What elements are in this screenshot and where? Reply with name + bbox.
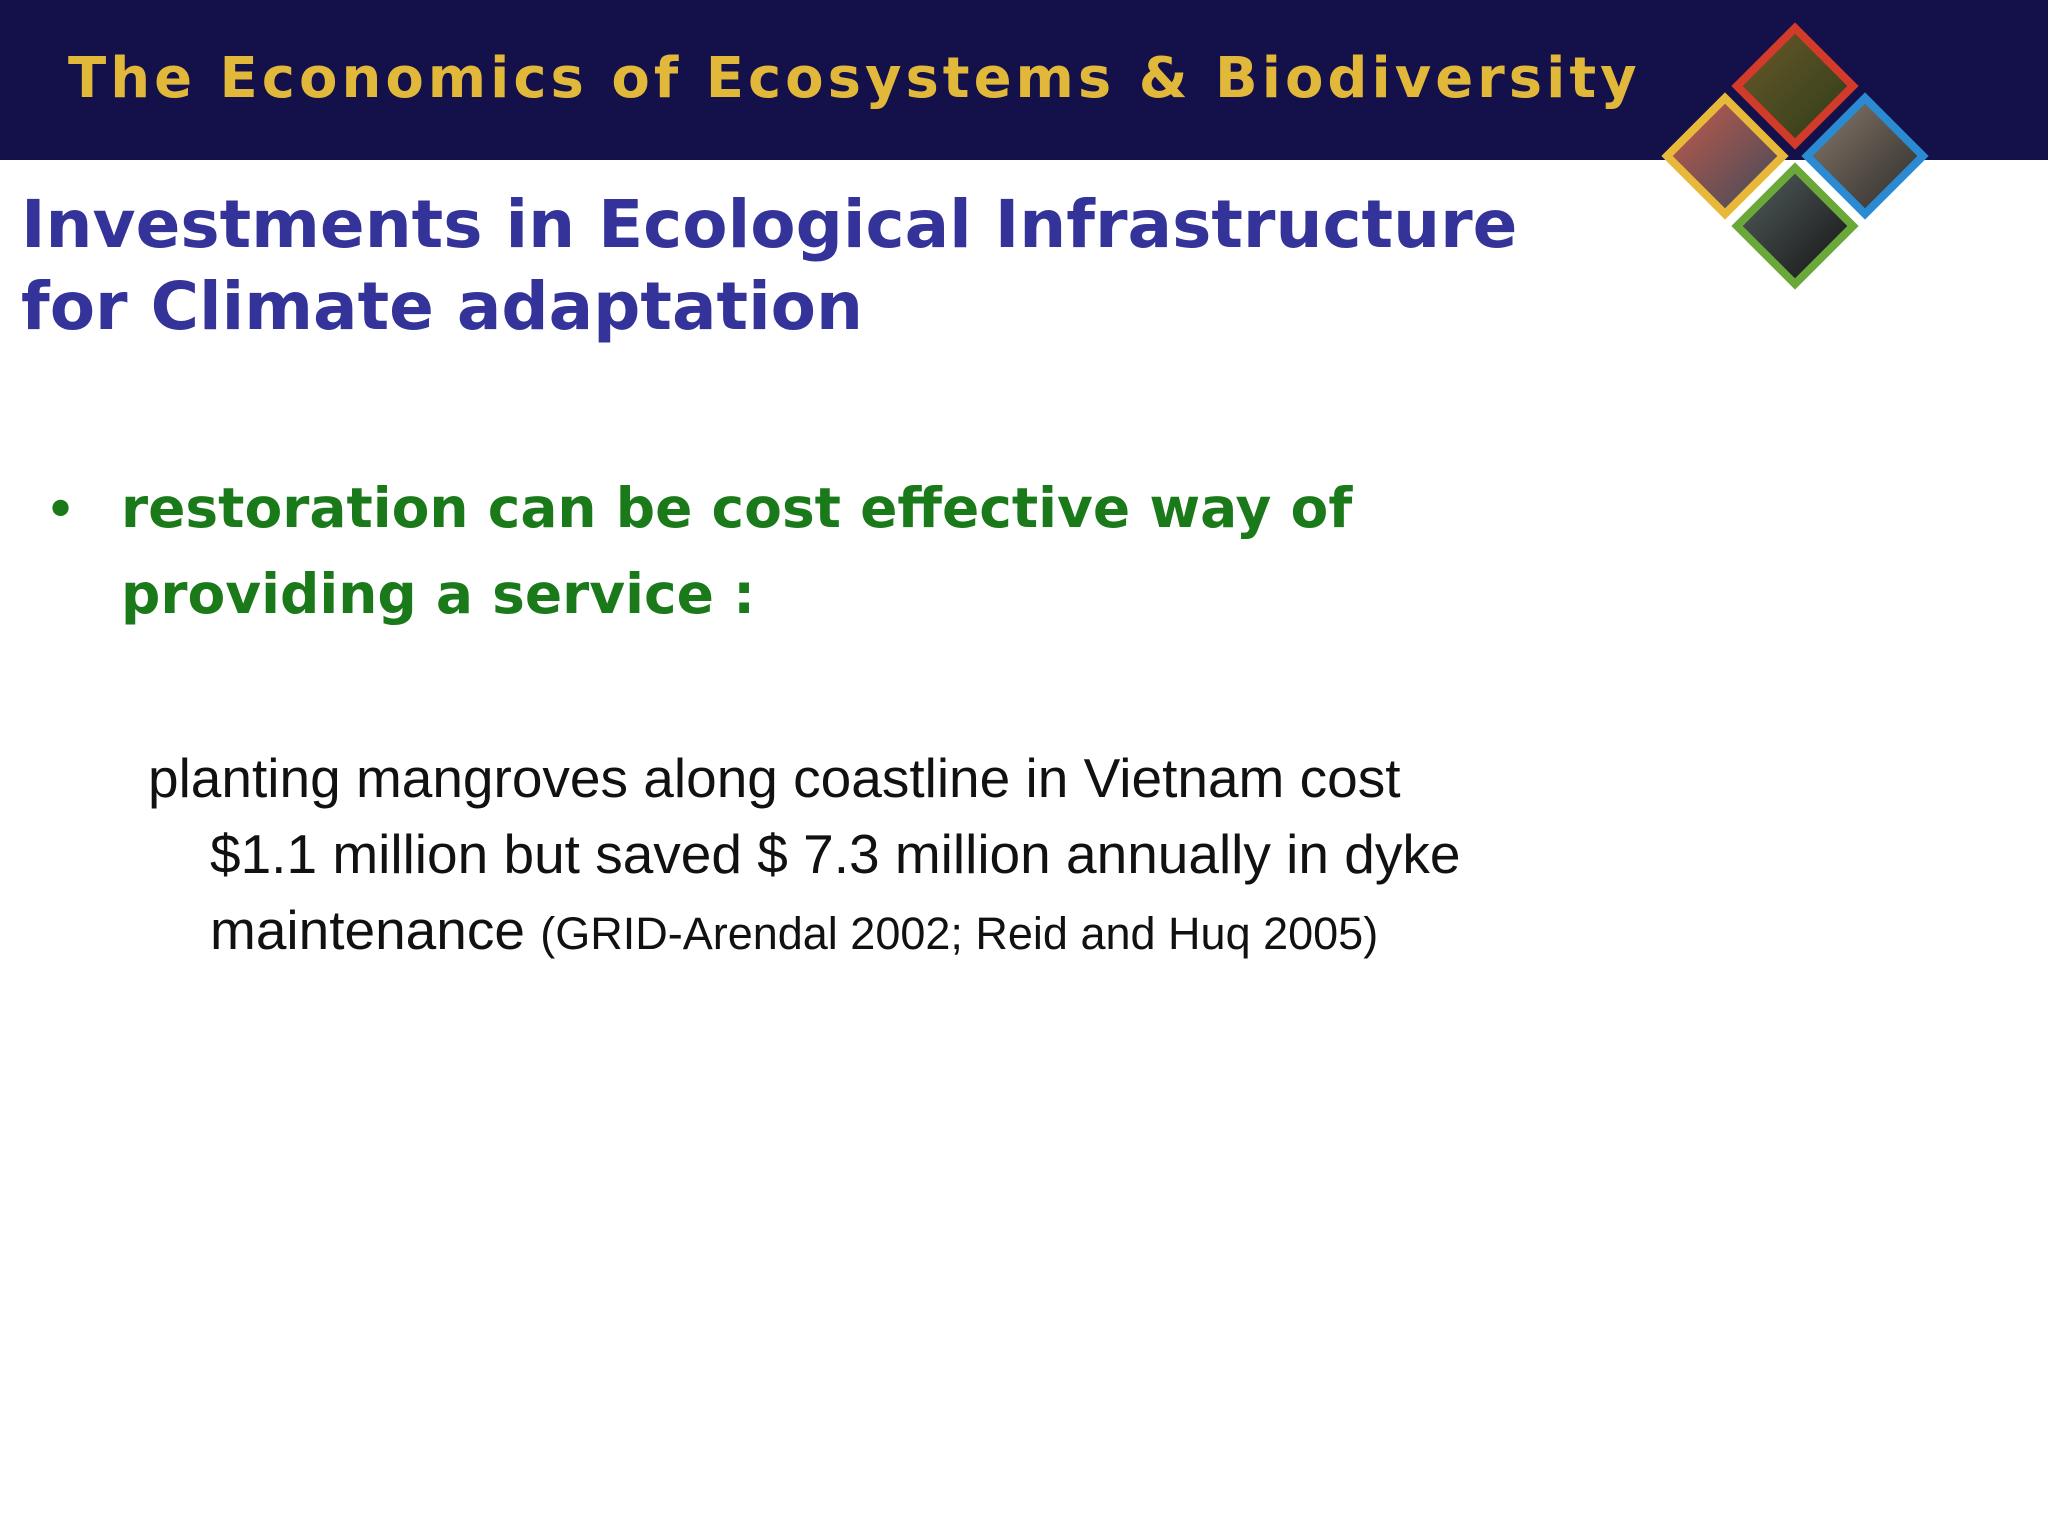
bullet-text: restoration can be cost effective way of — [121, 476, 1353, 540]
bullet-text: providing a service : — [121, 562, 756, 626]
slide-title: for Climate adaptation — [21, 268, 864, 345]
body-text: planting mangroves along coastline in Vi… — [148, 740, 1510, 972]
body-main: planting mangroves along coastline in Vi… — [148, 747, 1461, 961]
logo-diamond — [1731, 22, 1859, 150]
logo — [1661, 22, 1929, 290]
bullet-dot: • — [44, 478, 78, 543]
logo-diamond — [1731, 162, 1859, 290]
citation: (GRID-Arendal 2002; Reid and Huq 2005) — [540, 908, 1379, 959]
logo-diamond — [1801, 92, 1929, 220]
logo-diamond — [1661, 92, 1789, 220]
slide-title: Investments in Ecological Infrastructure — [21, 186, 1518, 263]
header-title: The Economics of Ecosystems & Biodiversi… — [68, 46, 1641, 111]
